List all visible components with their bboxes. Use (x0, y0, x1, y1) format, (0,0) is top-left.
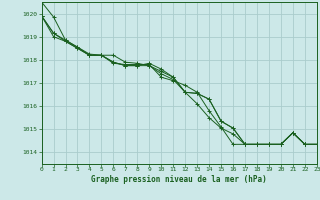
X-axis label: Graphe pression niveau de la mer (hPa): Graphe pression niveau de la mer (hPa) (91, 175, 267, 184)
